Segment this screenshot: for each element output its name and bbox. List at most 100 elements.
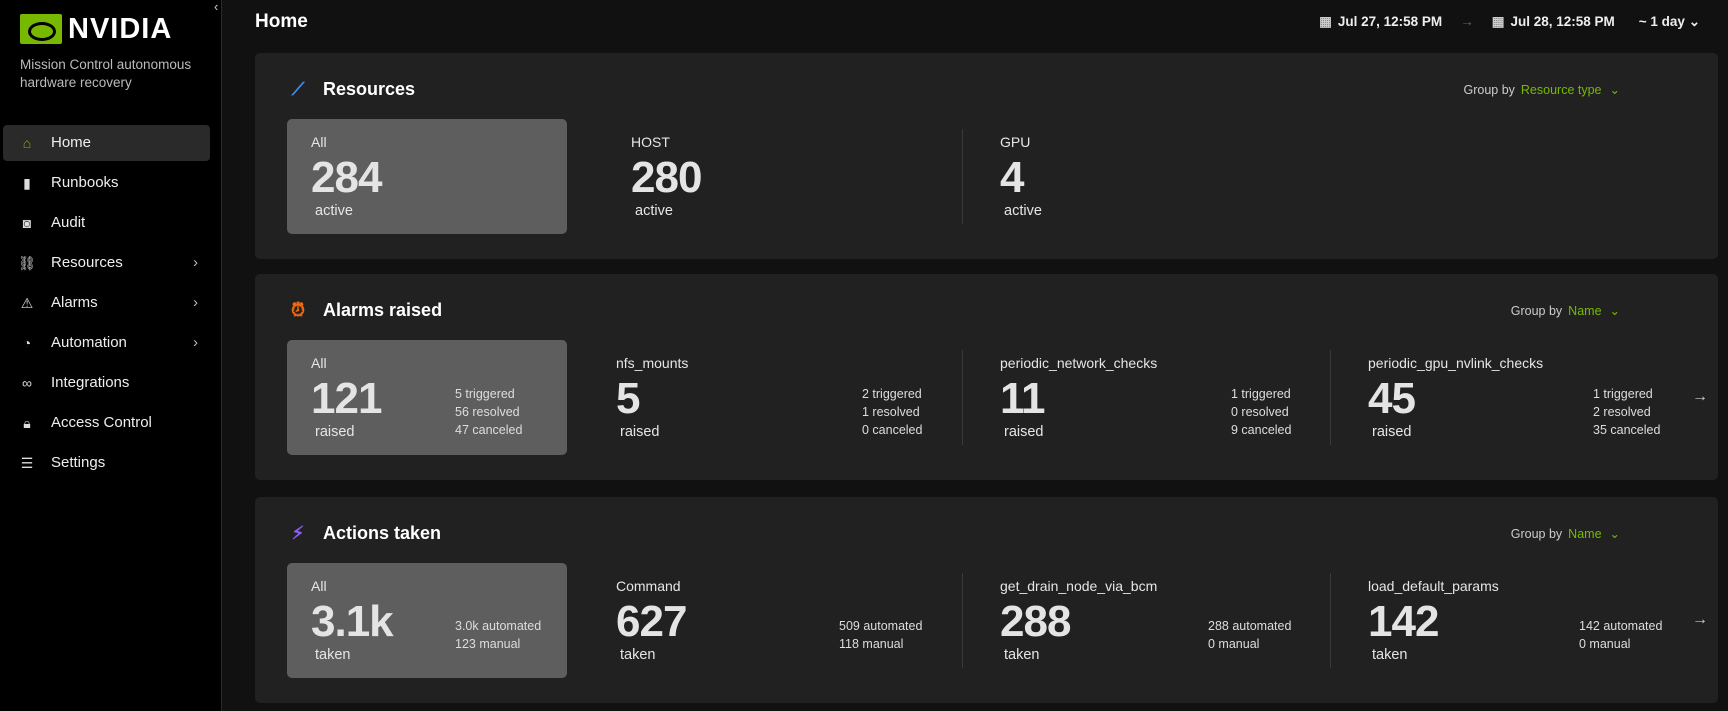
sidebar-item-label: Runbooks (51, 174, 119, 191)
cell-unit: taken (620, 647, 656, 663)
start-date-button[interactable]: Jul 27, 12:58 PM (1337, 14, 1443, 29)
stat: 1 resolved (862, 405, 920, 419)
alarm-group[interactable]: periodic_gpu_nvlink_checks 45 raised 1 t… (1330, 350, 1698, 445)
cell-unit: taken (315, 647, 351, 663)
sidebar-item-automation[interactable]: ◔ Automation › (3, 325, 210, 361)
calendar-icon: ▦ (1491, 14, 1505, 29)
cell-value: 288 (1000, 597, 1071, 646)
stat: 47 canceled (455, 423, 523, 437)
cell-value: 280 (631, 153, 702, 202)
sidebar: ‹ NVIDIA Mission Control autonomous hard… (0, 0, 222, 711)
group-by-label: Group by (1510, 527, 1563, 541)
lock-icon: 🔒︎ (23, 415, 31, 431)
duration-value: ~ 1 day (1638, 14, 1685, 29)
nvidia-logo: NVIDIA (20, 12, 172, 46)
cell-unit: raised (620, 424, 660, 440)
action-group[interactable]: Command 627 taken 509 automated 118 manua… (594, 563, 962, 678)
stat: 118 manual (839, 637, 904, 651)
all-summary[interactable]: All 284 active (287, 119, 567, 234)
cell-stats: 3.0k automated 123 manual (455, 617, 541, 653)
app-tagline: Mission Control autonomous hardware reco… (20, 57, 192, 90)
sidebar-item-label: Home (51, 134, 92, 151)
alarm-group[interactable]: periodic_network_checks 11 raised 1 trig… (962, 350, 1330, 445)
card-title: ⚡︎ Actions taken (287, 522, 441, 544)
cell-unit: active (635, 203, 673, 219)
cell-unit: raised (1004, 424, 1044, 440)
group-by-select[interactable]: Group by Name ⌄ (1511, 527, 1620, 542)
cell-value: 142 (1368, 597, 1439, 646)
stat: 1 triggered (1593, 387, 1653, 401)
duration-select[interactable]: ~ 1 day ⌄ (1639, 14, 1700, 30)
cell-label: load_default_params (1368, 578, 1499, 594)
sidebar-item-audit[interactable]: ◙ Audit (3, 205, 210, 241)
group-by-value: Name (1568, 527, 1602, 541)
home-icon: ⌂ (22, 135, 32, 151)
cell-unit: active (1004, 203, 1042, 219)
stat: 0 manual (1579, 637, 1631, 651)
sidebar-item-runbooks[interactable]: ▮ Runbooks (3, 165, 210, 201)
cell-value: 627 (616, 597, 687, 646)
sparkline-icon: ⟋ (291, 79, 305, 99)
cell-label: nfs_mounts (616, 355, 689, 371)
sidebar-item-resources[interactable]: ⛓ Resources › (3, 245, 210, 281)
chevron-down-icon: ⌄ (1609, 83, 1620, 97)
arrow-right-icon[interactable]: → (1692, 611, 1708, 628)
resource-host[interactable]: HOST 280 active (594, 119, 962, 234)
cell-label: periodic_network_checks (1000, 355, 1158, 371)
time-range: ▦ Jul 27, 12:58 PM → ▦ Jul 28, 12:58 PM … (1319, 14, 1700, 30)
cell-stats: 5 triggered 56 resolved 47 canceled (455, 385, 522, 439)
cell-stats: 509 automated 118 manual (839, 617, 922, 653)
cell-value: 284 (311, 153, 382, 202)
lightning-icon: ⚡︎ (291, 523, 305, 543)
book-icon: ▮ (23, 175, 31, 191)
sidebar-item-label: Audit (51, 214, 86, 231)
calendar-icon: ▦ (1319, 14, 1332, 29)
resource-gpu[interactable]: GPU 4 active (962, 129, 1330, 224)
all-summary[interactable]: All 3.1k taken 3.0k automated 123 manual (287, 563, 567, 678)
cell-stats: 288 automated 0 manual (1208, 617, 1291, 653)
stat: 1 triggered (1231, 387, 1291, 401)
cell-stats: 2 triggered 1 resolved 0 canceled (862, 385, 922, 439)
stat: 9 canceled (1231, 423, 1292, 437)
sidebar-item-alarms[interactable]: ⚠ Alarms › (3, 285, 210, 321)
alarm-group[interactable]: nfs_mounts 5 raised 2 triggered 1 resolve… (594, 340, 962, 455)
cell-label: Command (616, 578, 681, 594)
sidebar-item-label: Access Control (51, 414, 152, 431)
all-summary[interactable]: All 121 raised 5 triggered 56 resolved 47 … (287, 340, 567, 455)
stat: 288 automated (1208, 619, 1292, 633)
action-group[interactable]: get_drain_node_via_bcm 288 taken 288 aut… (962, 573, 1330, 668)
stat: 2 resolved (1593, 405, 1651, 419)
cell-value: 11 (1000, 374, 1046, 423)
cell-unit: raised (315, 424, 355, 440)
sidebar-item-settings[interactable]: ☰ Settings (3, 445, 210, 481)
link-icon: ∞ (22, 375, 32, 391)
sidebar-item-home[interactable]: ⌂ Home (3, 125, 210, 161)
stat: 0 resolved (1231, 405, 1289, 419)
stat: 2 triggered (862, 387, 922, 401)
cell-value: 4 (1000, 153, 1025, 202)
group-by-label: Group by (1463, 83, 1515, 97)
card-title: ⏰︎ Alarms raised (287, 299, 442, 321)
arrow-right-icon[interactable]: → (1692, 388, 1708, 405)
group-by-select[interactable]: Group by Name ⌄ (1511, 304, 1620, 319)
action-group[interactable]: load_default_params 142 taken 142 automa… (1330, 573, 1698, 668)
eye-icon: ◙ (22, 215, 32, 231)
sidebar-item-access-control[interactable]: 🔒︎ Access Control (3, 405, 210, 441)
sidebar-item-label: Resources (51, 254, 123, 271)
group-by-select[interactable]: Group by Resource type ⌄ (1463, 83, 1620, 98)
arrow-right-icon: → (1460, 14, 1474, 29)
collapse-sidebar-icon[interactable]: ‹ (214, 0, 219, 14)
end-date-button[interactable]: Jul 28, 12:58 PM (1510, 14, 1615, 29)
stat: 509 automated (839, 619, 923, 633)
chevron-down-icon: ⌄ (1609, 527, 1620, 541)
cell-label: All (311, 134, 327, 150)
cell-unit: taken (1004, 647, 1040, 663)
stat: 35 canceled (1593, 423, 1661, 437)
chevron-right-icon: › (193, 254, 198, 271)
alarm-clock-icon: ⏰︎ (290, 300, 306, 320)
alarms-card: ⏰︎ Alarms raised Group by Name ⌄ All 121 ra… (255, 274, 1718, 480)
sidebar-item-label: Settings (51, 454, 106, 471)
sidebar-item-integrations[interactable]: ∞ Integrations (3, 365, 210, 401)
card-title-text: Alarms raised (323, 300, 443, 320)
cell-unit: raised (1372, 424, 1412, 440)
